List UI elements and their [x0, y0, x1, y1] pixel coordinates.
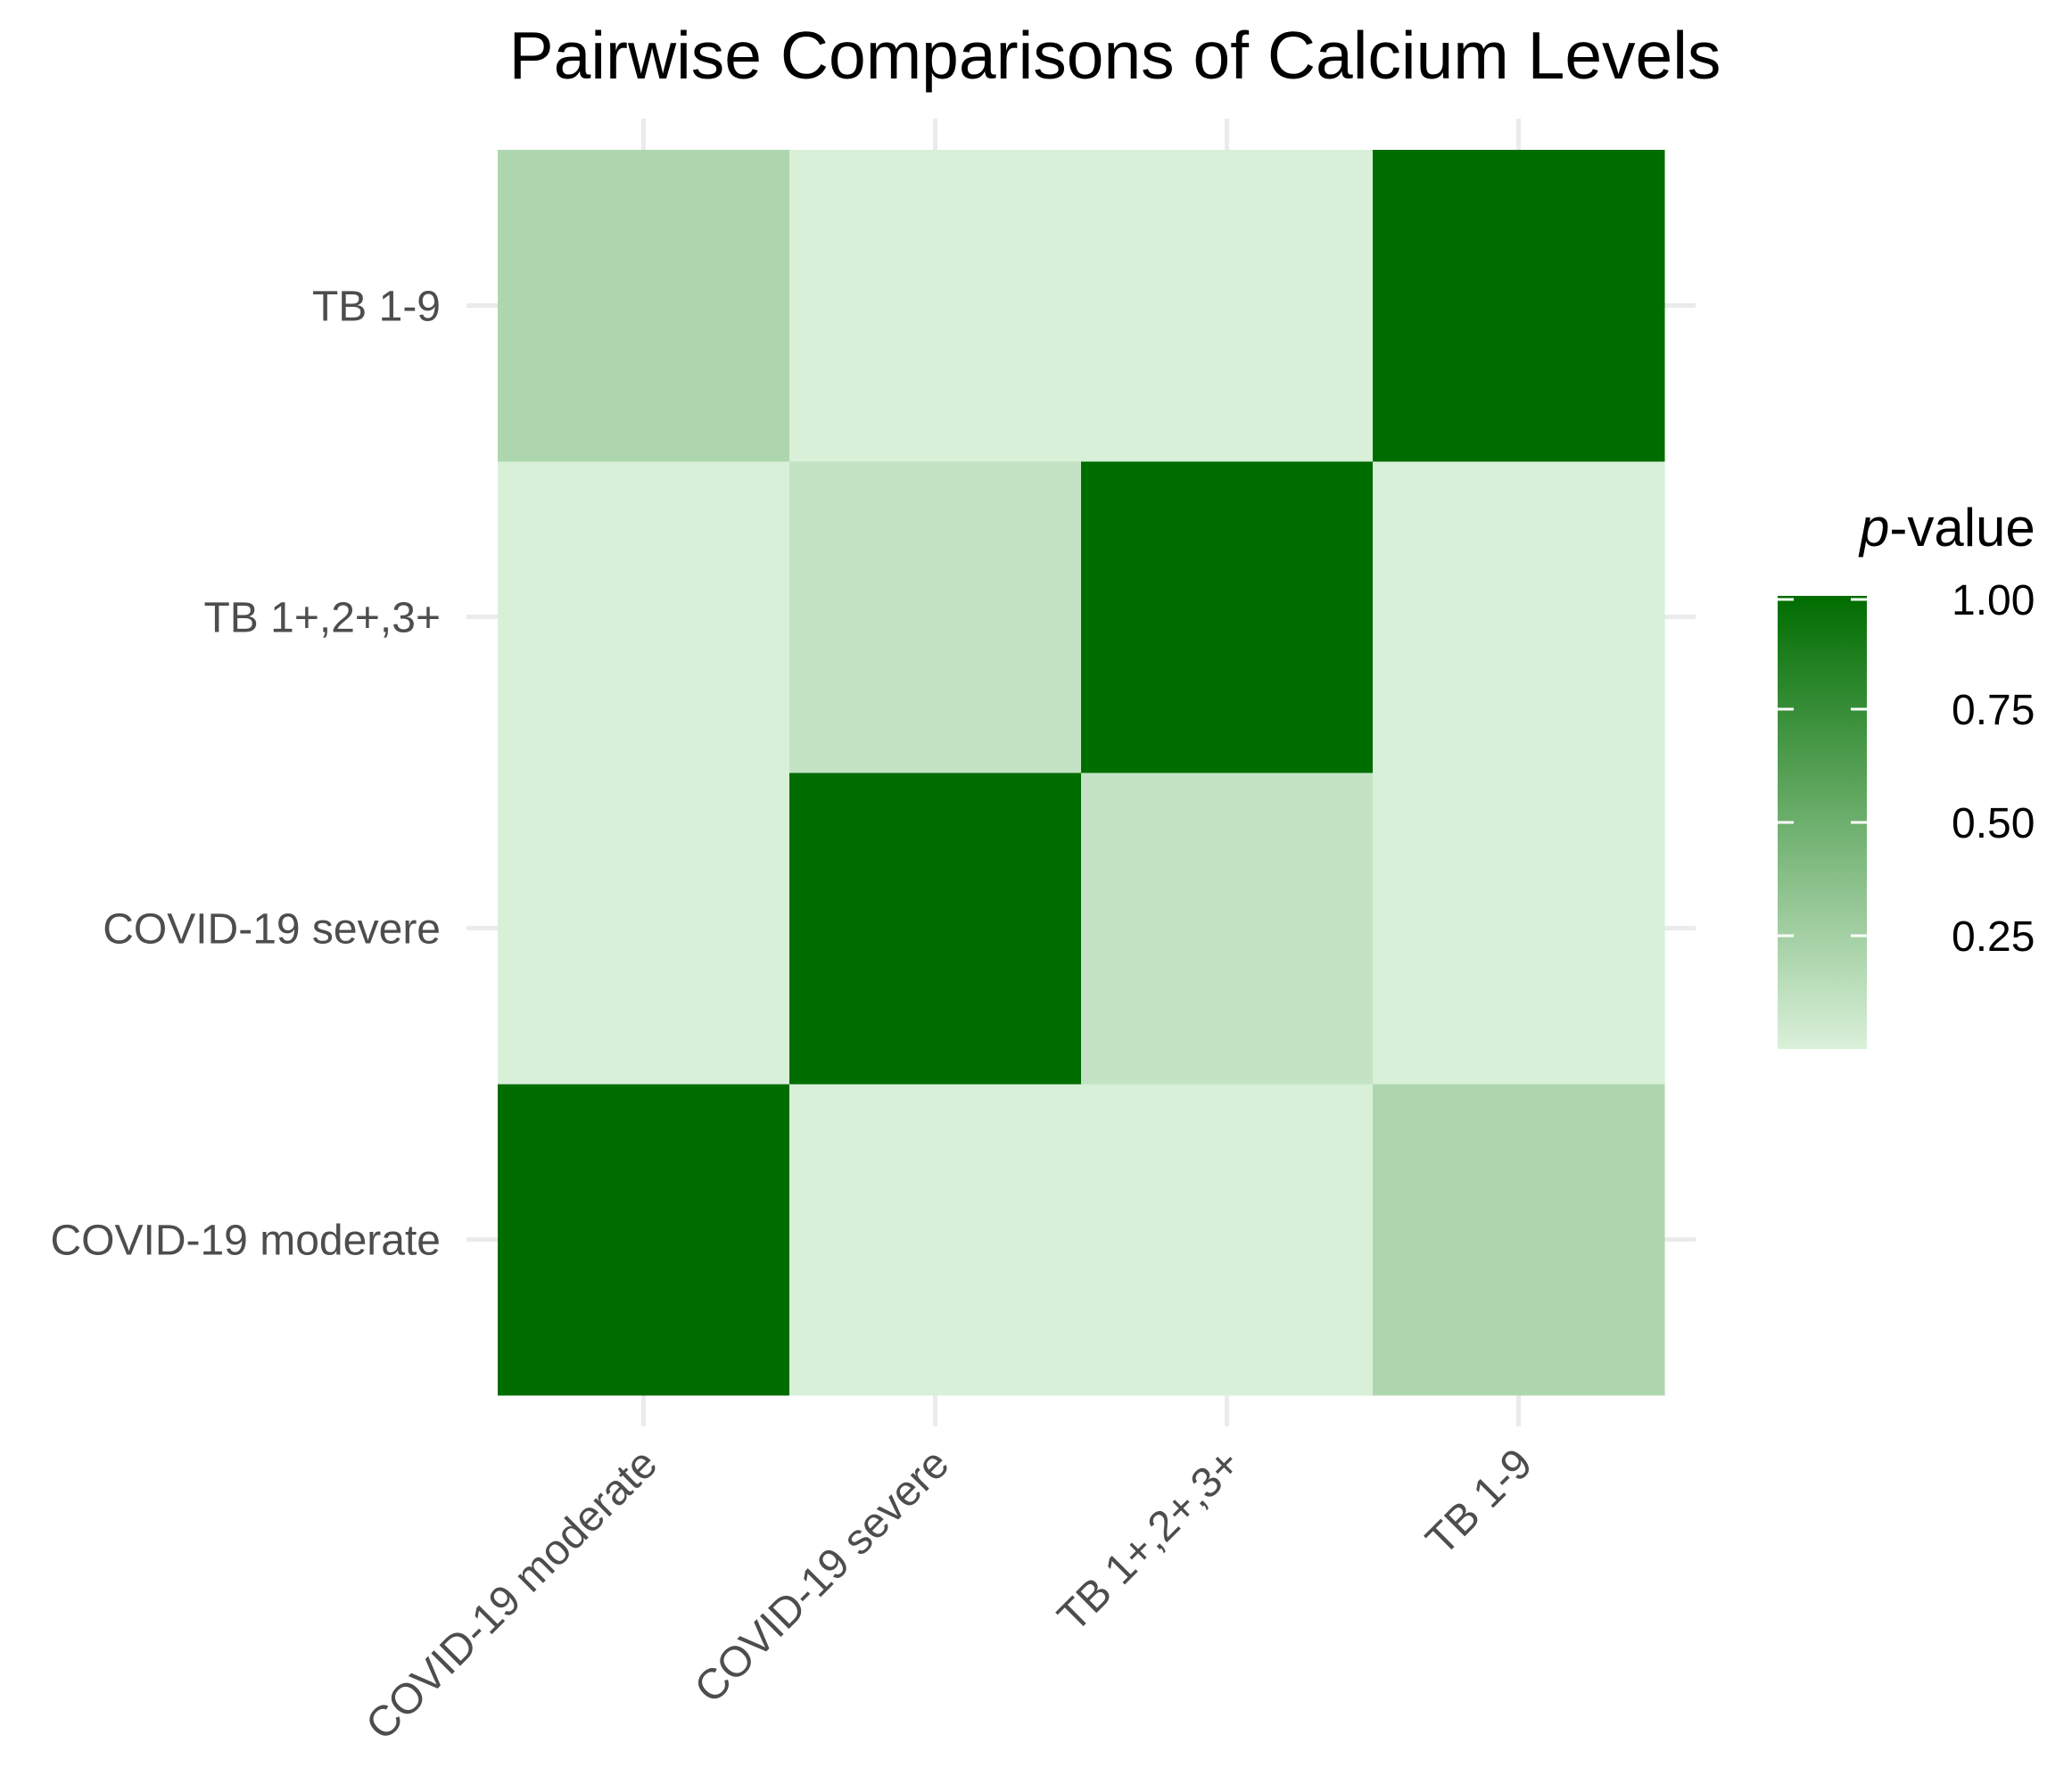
heatmap-cell-tb-1-2-3-vs-covid-19-moderate: [1081, 1084, 1374, 1396]
legend-title: p-value: [1858, 498, 2035, 558]
x-tick-label: COVID-19 severe: [686, 1440, 958, 1712]
color-legend: p-value 1.00 0.75 0.50 0.25: [1778, 498, 2035, 1049]
y-tick-label: COVID-19 moderate: [50, 1218, 441, 1265]
y-tick-label: TB 1+,2+,3+: [203, 595, 441, 642]
heatmap-cell-covid-19-moderate-vs-tb-1-2-3: [498, 461, 790, 773]
x-axis-ticks: COVID-19 moderate COVID-19 severe TB 1+,2+…: [357, 1440, 1541, 1749]
heatmap-cell-tb-1-9-vs-covid-19-moderate: [1373, 1084, 1665, 1396]
heatmap-cell-covid-19-moderate-vs-covid-19-moderate: [498, 1084, 790, 1396]
x-tick-label: TB 1+,2+,3+: [1049, 1440, 1250, 1640]
legend-title-rest: -value: [1889, 498, 2035, 558]
heatmap-cell-covid-19-moderate-vs-tb-1-9: [498, 150, 790, 462]
heatmap-cell-tb-1-2-3-vs-tb-1-2-3: [1081, 461, 1374, 773]
heatmap-cell-tb-1-2-3-vs-tb-1-9: [1081, 150, 1374, 462]
heatmap-cell-covid-19-moderate-vs-covid-19-severe: [498, 772, 790, 1085]
x-tick-label: TB 1-9: [1417, 1440, 1541, 1564]
legend-ticks: 1.00 0.75 0.50 0.25: [1778, 577, 2035, 961]
legend-tick-label: 0.50: [1952, 800, 2035, 847]
heatmap-cell-tb-1-9-vs-covid-19-severe: [1373, 772, 1665, 1085]
legend-tick-label: 0.75: [1952, 687, 2035, 734]
heatmap-cell-covid-19-severe-vs-covid-19-severe: [789, 772, 1082, 1085]
heatmap-cell-tb-1-9-vs-tb-1-9: [1373, 150, 1665, 462]
legend-title-italic: p: [1858, 498, 1889, 558]
heatmap-cell-tb-1-9-vs-tb-1-2-3: [1373, 461, 1665, 773]
heatmap-cell-covid-19-severe-vs-covid-19-moderate: [789, 1084, 1082, 1396]
heatmap-cells: [498, 150, 1665, 1396]
y-tick-label: COVID-19 severe: [103, 906, 441, 954]
heatmap-cell-covid-19-severe-vs-tb-1-2-3: [789, 461, 1082, 773]
chart-title: Pairwise Comparisons of Calcium Levels: [509, 18, 1721, 93]
y-axis-ticks: COVID-19 moderate COVID-19 severe TB 1+,2+…: [50, 284, 441, 1265]
legend-tick-label: 0.25: [1952, 913, 2035, 961]
heatmap-cell-tb-1-2-3-vs-covid-19-severe: [1081, 772, 1374, 1085]
heatmap-cell-covid-19-severe-vs-tb-1-9: [789, 150, 1082, 462]
x-tick-label: COVID-19 moderate: [357, 1440, 666, 1749]
legend-tick-label: 1.00: [1952, 577, 2035, 624]
y-tick-label: TB 1-9: [312, 284, 441, 331]
